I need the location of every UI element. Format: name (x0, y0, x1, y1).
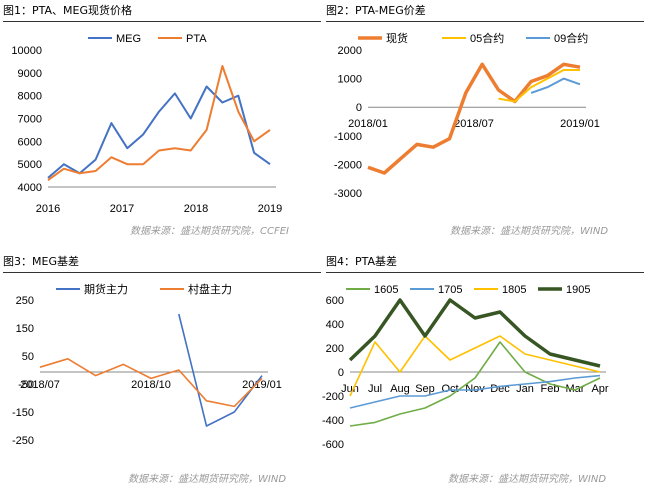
panel-title: 图1：PTA、MEG现货价格 (3, 4, 132, 17)
y-tick-label: 7000 (18, 114, 42, 126)
y-tick-label: 50 (22, 351, 34, 363)
y-tick-label: 5000 (18, 159, 42, 171)
x-tick-label: Jan (516, 383, 534, 395)
y-tick-label: 9000 (18, 68, 42, 80)
title-rule (326, 272, 644, 273)
y-tick-label: -600 (322, 439, 344, 451)
legend-label: 期货主力 (84, 282, 128, 296)
y-tick-label: 0 (338, 367, 344, 379)
source-note: 数据来源：盛达期货研究院，WIND (450, 226, 609, 237)
y-tick-label: 600 (326, 295, 344, 307)
legend-label: 1905 (566, 284, 590, 296)
legend-label: 1605 (374, 284, 398, 296)
title-rule (3, 21, 321, 22)
legend-label: 1805 (502, 284, 526, 296)
series-line (349, 341, 601, 427)
x-tick-label: Aug (390, 383, 410, 395)
series-line (178, 313, 263, 427)
chart-meg-pta-price: 4000 5000 6000 7000 8000 9000 10000 2016 2017 201… (11, 33, 282, 215)
series-line (349, 374, 601, 409)
y-tick-label: 10000 (11, 45, 42, 57)
y-tick-label: -150 (12, 407, 34, 419)
x-tick-label: Oct (441, 383, 458, 395)
y-tick-label: 2000 (338, 45, 362, 57)
y-tick-label: 200 (326, 343, 344, 355)
series-line (39, 358, 263, 408)
y-tick-label: 1000 (338, 74, 362, 86)
series-line (498, 69, 580, 103)
series-line (348, 298, 601, 368)
x-tick-label: 2016 (36, 203, 60, 215)
chart-pta-meg-spread: -3000 -2000 -1000 0 1000 2000 2018/01 2018/07 20… (334, 31, 600, 200)
y-tick-label: -3000 (334, 188, 362, 200)
source-note-bottom-right: 数据来源：盛达期货研究院，WIND (448, 474, 607, 485)
y-tick-label: -50 (18, 379, 34, 391)
y-tick-label: 250 (16, 295, 34, 307)
panel-title: 图3：MEG基差 (3, 255, 79, 268)
y-tick-label: -250 (12, 435, 34, 447)
x-tick-label: 2019/01 (560, 118, 600, 130)
y-tick-label: -1000 (334, 131, 362, 143)
x-tick-label: Apr (591, 383, 608, 395)
x-tick-label: 2018/10 (131, 379, 171, 391)
x-tick-label: Nov (465, 383, 485, 395)
x-tick-label: Jun (341, 383, 359, 395)
source-note: 数据来源：盛达期货研究院，CCFEI (130, 226, 289, 237)
y-tick-label: 0 (356, 102, 362, 114)
x-tick-label: Jul (368, 383, 382, 395)
x-tick-label: 2018 (184, 203, 208, 215)
panel-title: 图2：PTA-MEG价差 (326, 4, 426, 17)
legend-label: MEG (116, 33, 141, 45)
legend-label: 村盘主力 (188, 282, 232, 296)
legend-label: 09合约 (554, 31, 588, 45)
x-tick-label: Mar (566, 383, 585, 395)
series-line (349, 335, 601, 397)
title-rule (326, 21, 644, 22)
x-tick-label: 2018/07 (20, 379, 60, 391)
y-tick-label: -400 (322, 415, 344, 427)
x-tick-label: Feb (541, 383, 560, 395)
y-tick-label: -200 (322, 391, 344, 403)
x-tick-label: 2018/01 (348, 118, 388, 130)
legend-label: 现货 (386, 31, 408, 45)
source-note-bottom-left: 数据来源：盛达期货研究院，WIND (128, 474, 287, 485)
x-tick-label: Dec (490, 383, 510, 395)
y-tick-label: 4000 (18, 182, 42, 194)
series-line (367, 62, 581, 175)
y-tick-label: 6000 (18, 136, 42, 148)
series-line (530, 77, 581, 94)
y-tick-label: 8000 (18, 91, 42, 103)
x-tick-label: 2018/07 (454, 118, 494, 130)
panel-title: 图4：PTA基差 (326, 255, 398, 268)
title-rule (3, 272, 321, 273)
legend-label: 1705 (438, 284, 462, 296)
y-tick-label: 150 (16, 323, 34, 335)
y-tick-label: 400 (326, 319, 344, 331)
legend-label: 05合约 (470, 31, 504, 45)
x-tick-label: 2017 (110, 203, 134, 215)
legend-label: PTA (186, 33, 207, 45)
series-line (47, 65, 271, 182)
x-tick-label: Sep (415, 383, 435, 395)
x-tick-label: 2019 (258, 203, 282, 215)
y-tick-label: -2000 (334, 159, 362, 171)
